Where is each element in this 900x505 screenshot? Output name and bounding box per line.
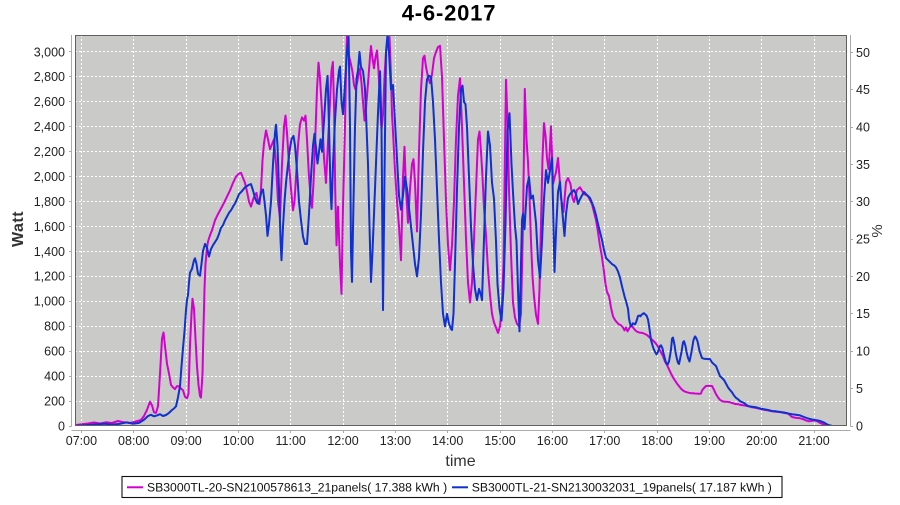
svg-text:800: 800 <box>44 320 65 334</box>
svg-text:600: 600 <box>44 345 65 359</box>
svg-text:time: time <box>445 453 475 470</box>
svg-text:40: 40 <box>856 121 870 135</box>
svg-text:17:00: 17:00 <box>589 434 620 448</box>
svg-text:15:00: 15:00 <box>484 434 515 448</box>
svg-text:15: 15 <box>856 307 870 321</box>
svg-text:21:00: 21:00 <box>798 434 829 448</box>
svg-text:16:00: 16:00 <box>537 434 568 448</box>
svg-text:0: 0 <box>856 419 863 433</box>
svg-text:2,400: 2,400 <box>34 120 65 134</box>
svg-text:%: % <box>869 224 886 237</box>
svg-text:2,800: 2,800 <box>34 70 65 84</box>
svg-text:18:00: 18:00 <box>641 434 672 448</box>
svg-text:2,000: 2,000 <box>34 170 65 184</box>
svg-text:07:00: 07:00 <box>66 434 97 448</box>
svg-text:1,400: 1,400 <box>34 245 65 259</box>
svg-text:SB3000TL-20-SN2100578613_21pan: SB3000TL-20-SN2100578613_21panels( 17.38… <box>147 481 447 495</box>
svg-text:4-6-2017: 4-6-2017 <box>402 1 496 26</box>
svg-text:19:00: 19:00 <box>694 434 725 448</box>
svg-text:1,200: 1,200 <box>34 270 65 284</box>
svg-text:2,200: 2,200 <box>34 145 65 159</box>
svg-text:14:00: 14:00 <box>432 434 463 448</box>
svg-text:Watt: Watt <box>10 211 27 247</box>
svg-text:13:00: 13:00 <box>380 434 411 448</box>
svg-text:11:00: 11:00 <box>276 434 306 448</box>
svg-text:1,000: 1,000 <box>34 295 65 309</box>
svg-text:20:00: 20:00 <box>746 434 777 448</box>
svg-text:3,000: 3,000 <box>34 45 65 59</box>
svg-text:400: 400 <box>44 369 65 383</box>
svg-text:50: 50 <box>856 46 870 60</box>
svg-text:30: 30 <box>856 195 870 209</box>
svg-text:5: 5 <box>856 382 863 396</box>
svg-text:2,600: 2,600 <box>34 95 65 109</box>
svg-text:200: 200 <box>44 394 65 408</box>
svg-text:45: 45 <box>856 83 870 97</box>
svg-text:08:00: 08:00 <box>118 434 149 448</box>
svg-text:25: 25 <box>856 233 870 247</box>
svg-text:35: 35 <box>856 158 870 172</box>
svg-text:1,800: 1,800 <box>34 195 65 209</box>
svg-text:10: 10 <box>856 345 870 359</box>
svg-text:SB3000TL-21-SN2130032031_19pan: SB3000TL-21-SN2130032031_19panels( 17.18… <box>472 481 772 495</box>
svg-text:20: 20 <box>856 270 870 284</box>
svg-text:0: 0 <box>58 419 65 433</box>
svg-text:1,600: 1,600 <box>34 220 65 234</box>
svg-text:09:00: 09:00 <box>170 434 201 448</box>
svg-text:10:00: 10:00 <box>223 434 254 448</box>
svg-text:12:00: 12:00 <box>327 434 358 448</box>
